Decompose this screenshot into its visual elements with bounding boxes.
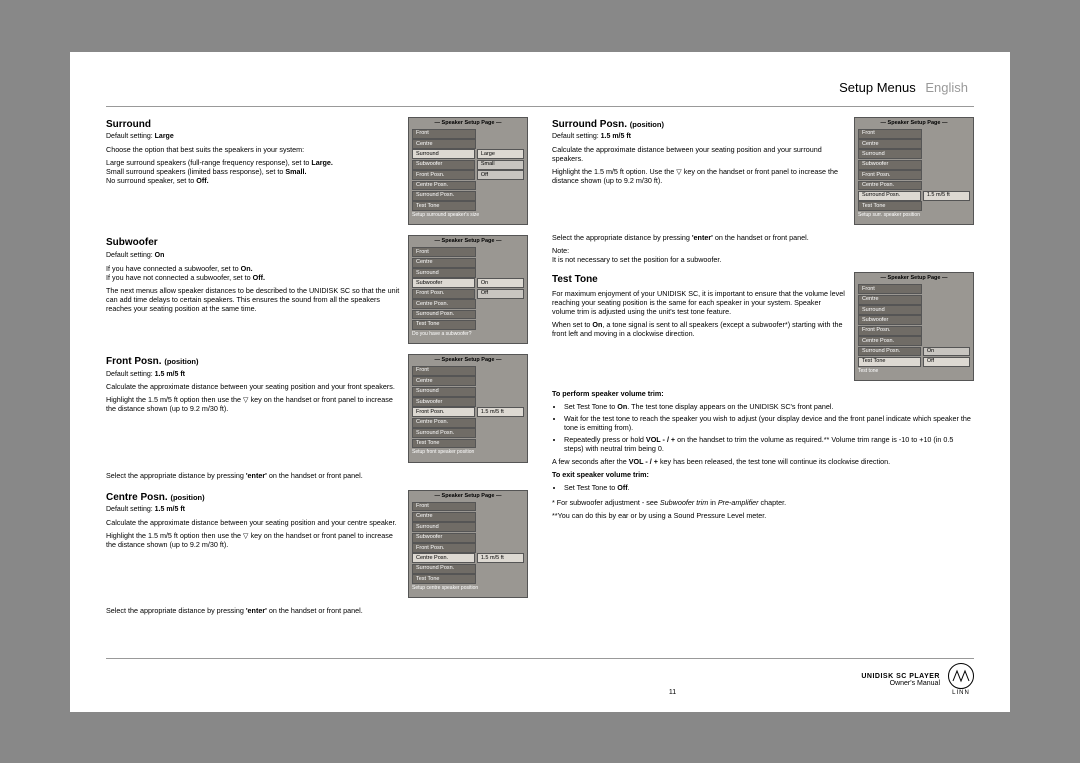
front-enter-line: Select the appropriate distance by press… [106,471,528,480]
section-front-posn: Front Posn. (position) Default setting: … [106,352,528,463]
exit-trim-list: Set Test Tone to Off. [552,483,974,492]
fig-front: — Speaker Setup Page —FrontCentreSurroun… [408,354,528,463]
fig-subwoofer: — Speaker Setup Page —FrontCentreSurroun… [408,235,528,344]
centre-enter-line: Select the appropriate distance by press… [106,606,528,615]
heading-surround: Surround [106,119,400,132]
fig-surround: — Speaker Setup Page —FrontCentreSurroun… [408,117,528,226]
left-column: Surround Default setting: Large Choose t… [106,115,528,620]
footer-right: UNIDISK SC PLAYER Owner's Manual LINN [861,663,974,698]
section-surround-posn: Surround Posn. (position) Default settin… [552,115,974,226]
perform-trim-heading: To perform speaker volume trim: [552,389,974,398]
heading-test-tone: Test Tone [552,274,846,287]
fig-surround-posn: — Speaker Setup Page —FrontCentreSurroun… [854,117,974,226]
header-title: Setup Menus [839,80,916,95]
heading-subwoofer: Subwoofer [106,237,400,250]
heading-surround-posn: Surround Posn. (position) [552,119,846,132]
page-header: Setup Menus English [106,80,974,96]
header-lang: English [925,80,968,95]
linn-logo-icon [948,663,974,689]
srp-enter-line: Select the appropriate distance by press… [552,233,974,242]
manual-label: Owner's Manual [861,680,940,688]
divider [106,106,974,107]
brand-text: LINN [948,690,974,698]
page-number: 11 [484,689,862,698]
manual-page: Setup Menus English Surround Default set… [70,52,1010,712]
page-footer: 11 UNIDISK SC PLAYER Owner's Manual LINN [106,658,974,698]
section-test-tone: Test Tone For maximum enjoyment of your … [552,270,974,381]
content-columns: Surround Default setting: Large Choose t… [106,115,974,620]
perform-trim-list: Set Test Tone to On. The test tone displ… [552,402,974,453]
heading-front-posn: Front Posn. (position) [106,356,400,369]
product-name: UNIDISK SC PLAYER [861,673,940,681]
section-surround: Surround Default setting: Large Choose t… [106,115,528,226]
section-centre-posn: Centre Posn. (position) Default setting:… [106,488,528,599]
fig-centre: — Speaker Setup Page —FrontCentreSurroun… [408,490,528,599]
right-column: Surround Posn. (position) Default settin… [552,115,974,620]
heading-centre-posn: Centre Posn. (position) [106,492,400,505]
section-subwoofer: Subwoofer Default setting: On If you hav… [106,233,528,344]
exit-trim-heading: To exit speaker volume trim: [552,470,974,479]
fig-test-tone: — Speaker Setup Page —FrontCentreSurroun… [854,272,974,381]
